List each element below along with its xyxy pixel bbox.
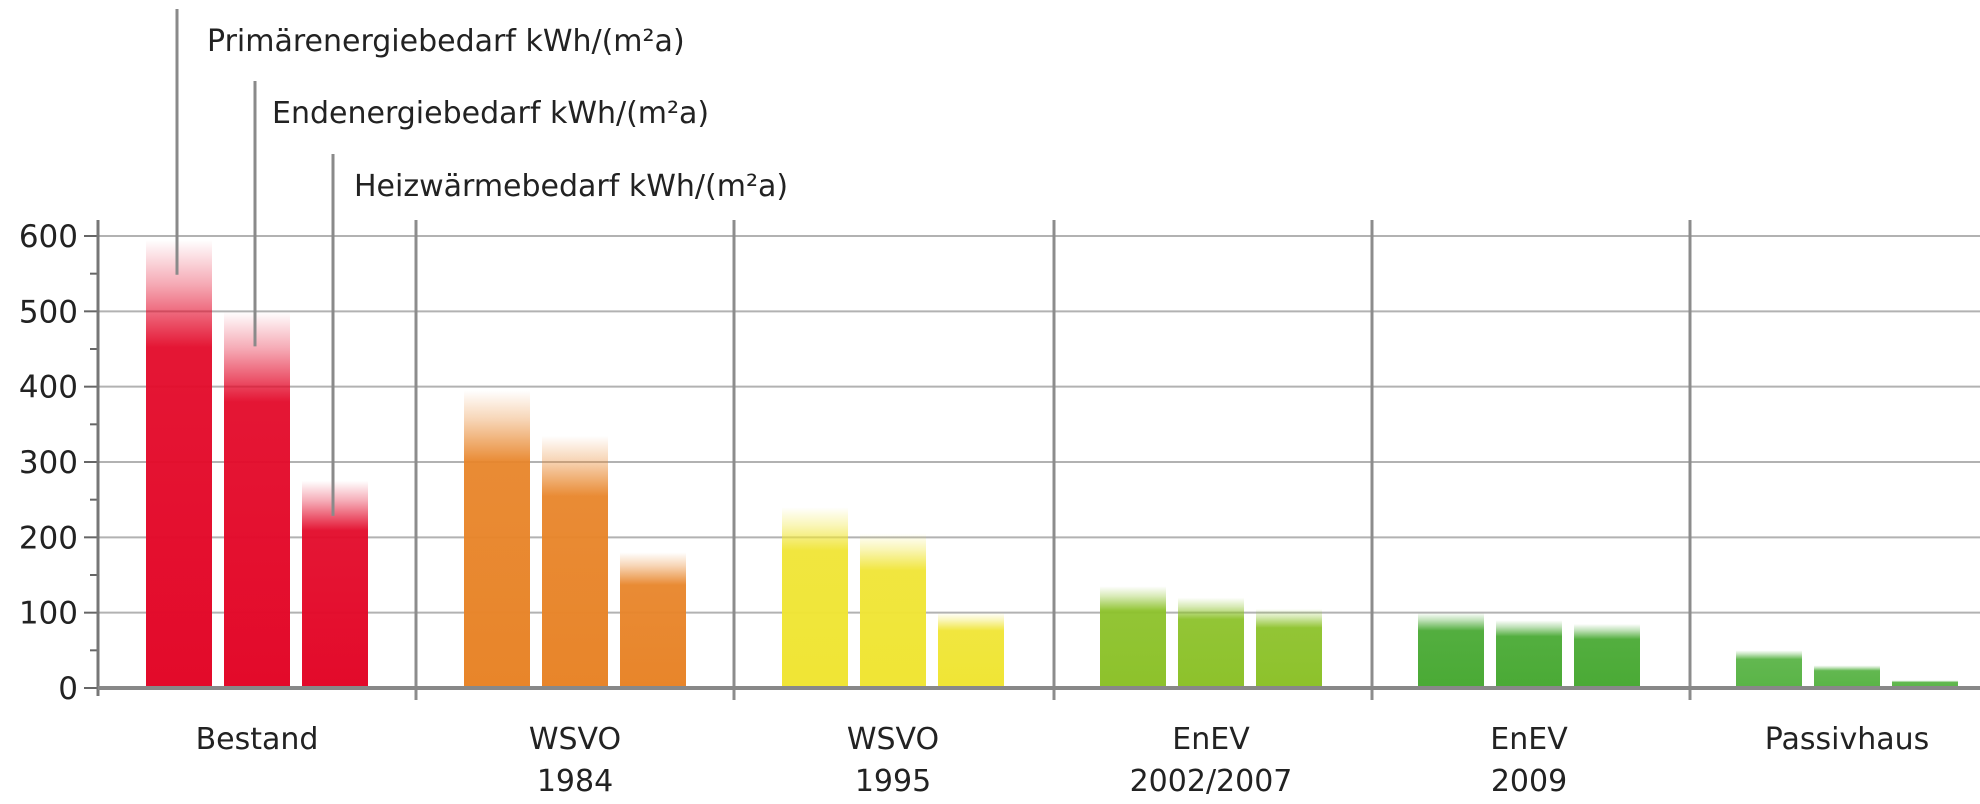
bar-0-1 xyxy=(464,390,530,688)
bar-1-5 xyxy=(1814,665,1880,688)
x-category-label: EnEV xyxy=(1172,722,1250,757)
y-tick-label: 600 xyxy=(19,219,78,255)
bar-2-2 xyxy=(938,612,1004,688)
bar-2-5 xyxy=(1892,680,1958,688)
bar-0-2 xyxy=(782,507,848,688)
bar-0-4 xyxy=(1418,612,1484,688)
y-tick-labels: 0 100 200 300 400 500 600 xyxy=(19,219,78,707)
bar-1-1 xyxy=(542,435,608,688)
bars xyxy=(146,239,1958,688)
x-category-label: 2009 xyxy=(1491,764,1567,799)
legend-label: Primärenergiebedarf kWh/(m²a) xyxy=(207,24,685,59)
bar-0-5 xyxy=(1736,650,1802,688)
x-category-label: EnEV xyxy=(1490,722,1568,757)
y-tick-label: 200 xyxy=(19,520,78,556)
y-tick-label: 100 xyxy=(19,596,78,632)
x-category-labels: Bestand WSVO 1984 WSVO 1995 EnEV 2002/2007 EnEV… xyxy=(196,722,1930,799)
bar-2-3 xyxy=(1256,608,1322,688)
bar-1-0 xyxy=(224,311,290,688)
x-category-label: 1995 xyxy=(855,764,931,799)
x-category-label: Passivhaus xyxy=(1765,722,1930,757)
bar-1-2 xyxy=(860,533,926,688)
bar-2-4 xyxy=(1574,623,1640,688)
y-tick-label: 500 xyxy=(19,294,78,330)
y-tick-label: 400 xyxy=(19,370,78,406)
y-tick-label: 0 xyxy=(58,671,78,707)
legend: Primärenergiebedarf kWh/(m²a) Endenergieb… xyxy=(175,9,788,516)
bar-0-0 xyxy=(146,239,212,688)
bar-1-4 xyxy=(1496,620,1562,688)
group-separators xyxy=(414,220,1692,700)
bar-2-1 xyxy=(620,552,686,688)
legend-label: Endenergiebedarf kWh/(m²a) xyxy=(272,96,709,131)
x-category-label: 2002/2007 xyxy=(1130,764,1293,799)
x-category-label: WSVO xyxy=(529,722,621,757)
bar-1-3 xyxy=(1178,597,1244,688)
grid-lines xyxy=(98,235,1980,614)
x-category-label: Bestand xyxy=(196,722,319,757)
y-tick-label: 300 xyxy=(19,445,78,481)
legend-label: Heizwärmebedarf kWh/(m²a) xyxy=(354,169,788,204)
bar-0-3 xyxy=(1100,586,1166,688)
bar-2-0 xyxy=(302,480,368,688)
x-category-label: 1984 xyxy=(537,764,613,799)
axes xyxy=(84,220,1980,696)
x-category-label: WSVO xyxy=(847,722,939,757)
